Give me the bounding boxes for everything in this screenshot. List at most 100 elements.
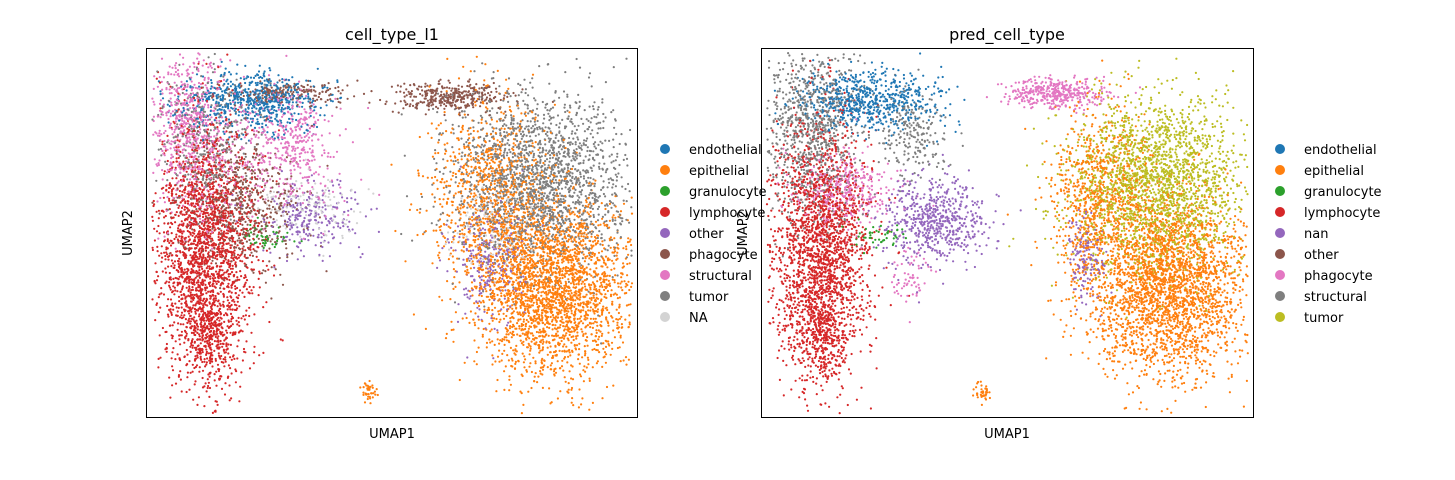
scatter-point (159, 307, 161, 309)
scatter-point (231, 372, 233, 374)
scatter-point (478, 221, 480, 223)
scatter-point (223, 296, 225, 298)
scatter-point (443, 181, 445, 183)
scatter-point (234, 145, 236, 147)
scatter-point (284, 137, 286, 139)
scatter-point (478, 160, 480, 162)
scatter-point (517, 155, 519, 157)
scatter-point (257, 175, 259, 177)
scatter-point (286, 232, 288, 234)
scatter-point (515, 95, 517, 97)
scatter-point (553, 192, 555, 194)
scatter-point (465, 169, 467, 171)
scatter-point (629, 262, 631, 264)
scatter-point (610, 177, 612, 179)
scatter-point (199, 366, 201, 368)
scatter-point (329, 199, 331, 201)
scatter-point (302, 123, 304, 125)
scatter-point (587, 363, 589, 365)
scatter-point (206, 361, 208, 363)
scatter-point (534, 263, 536, 265)
scatter-point (250, 163, 252, 165)
scatter-point (588, 76, 590, 78)
scatter-point (197, 70, 199, 72)
scatter-point (613, 146, 615, 148)
scatter-point (496, 112, 498, 114)
scatter-point (174, 358, 176, 360)
scatter-point (308, 200, 310, 202)
scatter-point (600, 255, 602, 257)
scatter-point (252, 272, 254, 274)
scatter-point (212, 186, 214, 188)
scatter-point (238, 305, 240, 307)
scatter-point (243, 348, 245, 350)
scatter-point (555, 179, 557, 181)
scatter-point (261, 123, 263, 125)
scatter-point (559, 390, 561, 392)
scatter-point (566, 215, 568, 217)
scatter-point (311, 139, 313, 141)
scatter-point (299, 134, 301, 136)
scatter-point (569, 107, 571, 109)
scatter-point (621, 326, 623, 328)
scatter-point (227, 325, 229, 327)
scatter-point (535, 228, 537, 230)
scatter-point (178, 140, 180, 142)
scatter-point (566, 361, 568, 363)
scatter-point (528, 366, 530, 368)
scatter-point (537, 114, 539, 116)
scatter-point (299, 231, 301, 233)
scatter-point (238, 176, 240, 178)
scatter-point (201, 210, 203, 212)
scatter-point (184, 93, 186, 95)
scatter-point (559, 324, 561, 326)
scatter-point (502, 253, 504, 255)
scatter-point (236, 345, 238, 347)
scatter-point (549, 157, 551, 159)
scatter-point (197, 125, 199, 127)
scatter-point (573, 219, 575, 221)
scatter-point (164, 170, 166, 172)
scatter-point (521, 174, 523, 176)
scatter-point (561, 336, 563, 338)
scatter-point (409, 105, 411, 107)
scatter-point (233, 216, 235, 218)
scatter-point (317, 119, 319, 121)
scatter-point (179, 370, 181, 372)
scatter-point (291, 252, 293, 254)
scatter-point (494, 360, 496, 362)
scatter-point (234, 135, 236, 137)
scatter-point (512, 188, 514, 190)
scatter-point (218, 113, 220, 115)
scatter-point (475, 202, 477, 204)
scatter-point (587, 177, 589, 179)
scatter-point (548, 327, 550, 329)
scatter-point (173, 74, 175, 76)
scatter-point (232, 143, 234, 145)
scatter-point (231, 287, 233, 289)
scatter-point (198, 295, 200, 297)
scatter-point (198, 269, 200, 271)
scatter-point (467, 97, 469, 99)
scatter-point (529, 304, 531, 306)
scatter-point (468, 181, 470, 183)
scatter-point (450, 90, 452, 92)
scatter-point (539, 350, 541, 352)
scatter-point (216, 283, 218, 285)
scatter-point (185, 145, 187, 147)
scatter-point (322, 260, 324, 262)
scatter-point (195, 208, 197, 210)
scatter-point (198, 61, 200, 63)
scatter-point (215, 101, 217, 103)
scatter-point (462, 259, 464, 261)
scatter-point (162, 178, 164, 180)
scatter-point (220, 322, 222, 324)
scatter-point (225, 68, 227, 70)
scatter-point (448, 249, 450, 251)
scatter-point (202, 370, 204, 372)
scatter-point (291, 233, 293, 235)
scatter-point (264, 155, 266, 157)
scatter-point (157, 225, 159, 227)
scatter-point (237, 109, 239, 111)
scatter-point (481, 295, 483, 297)
